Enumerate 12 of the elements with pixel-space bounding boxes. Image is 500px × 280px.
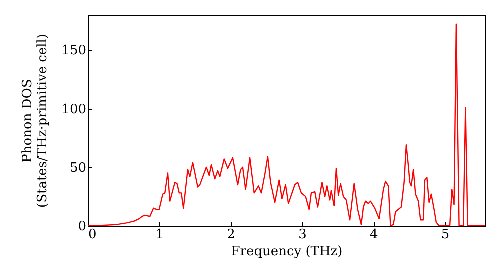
x-tick-label: 5 [441,228,450,242]
x-tick-label: 2 [227,228,236,242]
y-axis-title: Phonon DOS (States/THz·primitive cell) [20,34,51,208]
y-tick-label: 150 [62,44,86,59]
line-series [88,24,485,226]
y-tick-label: 100 [62,102,86,118]
x-axis-title: Frequency (THz) [231,244,343,260]
x-tick-label: 3 [298,228,307,242]
y-tick-label: 50 [70,160,86,176]
x-tick-label: 1 [156,228,164,242]
x-tick-label: 0 [88,228,97,242]
x-tick-label: 4 [370,228,378,242]
